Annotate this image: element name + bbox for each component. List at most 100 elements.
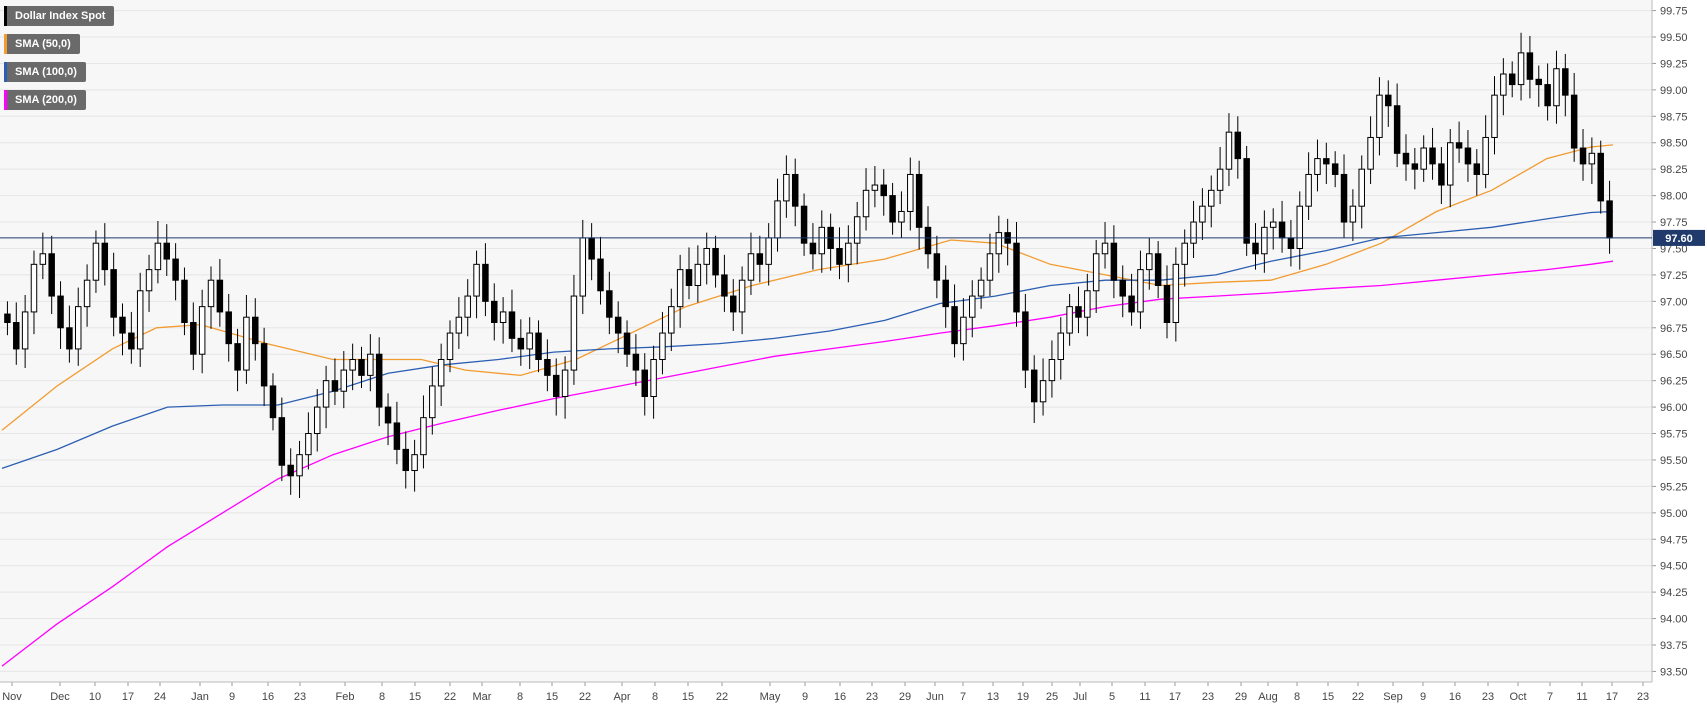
candle-body [774,200,781,239]
x-tick-label: 15 [546,691,558,703]
candle-body [1517,52,1525,86]
x-tick-label: 23 [294,691,306,703]
candle-body [1128,295,1135,313]
candle-body [1464,147,1472,165]
candle-body [668,306,675,334]
x-tick-label: 19 [1017,691,1029,703]
candle-body [482,263,489,302]
current-price-label: 97.60 [1665,233,1693,245]
legend-swatch-dollar-index [4,6,7,26]
candle-body [296,454,303,477]
candle-body [544,359,551,376]
candle-body [375,353,383,408]
y-tick-label: 93.50 [1660,666,1688,678]
legend-item-sma-50[interactable]: SMA (50,0) [4,34,80,54]
candle-body [1092,253,1100,292]
x-tick-label: 22 [716,691,728,703]
x-tick-label: 15 [1322,691,1334,703]
candle-body [791,173,799,207]
candle-body [1163,284,1171,323]
candle-body [1269,221,1277,228]
x-tick-label: 16 [262,691,274,703]
candle-body [836,247,843,265]
candle-body [1473,163,1481,175]
candle-body [1296,205,1304,249]
x-tick-label: 23 [1202,691,1214,703]
candle-body [800,205,808,244]
candle-body [623,332,631,355]
candle-body [614,316,622,334]
candle-body [464,295,471,318]
candle-body [172,258,179,281]
candle-body [340,369,348,392]
y-tick-label: 99.50 [1660,32,1688,44]
candle-body [358,359,365,376]
candle-body [473,263,480,297]
candle-body [331,380,339,392]
candle-body [1216,168,1224,191]
candle-body [305,433,312,456]
x-tick-label: 23 [866,691,878,703]
candle-body [517,337,525,350]
candle-body [1579,147,1587,165]
candle-body [437,359,445,387]
candle-body [429,385,436,419]
candle-body [862,189,870,218]
candle-body [252,316,259,345]
candle-body [198,306,206,355]
candle-body [889,195,896,223]
candle-body [1225,131,1233,170]
candle-body [1305,173,1312,207]
candle-body [136,290,144,350]
x-tick-label: 22 [1352,691,1364,703]
candle-body [1181,242,1188,265]
candle-body [756,253,764,265]
candle-body [1411,163,1419,170]
candle-body [1048,359,1056,382]
candle-body [287,464,294,477]
candle-body [1146,253,1153,271]
candle-body [234,343,241,371]
y-tick-label: 95.75 [1660,429,1688,441]
x-tick-label: 15 [682,691,694,703]
candle-body [712,247,719,276]
candle-body [154,242,162,271]
x-tick-label: 23 [1637,691,1649,703]
candle-body [845,242,852,265]
candle-body [322,380,330,408]
candle-body [269,385,277,419]
candle-body [747,253,755,281]
candle-body [907,173,914,212]
legend-item-dollar-index[interactable]: Dollar Index Spot [4,6,115,26]
x-tick-label: 22 [444,691,456,703]
x-tick-label: 10 [89,691,101,703]
candle-body [57,295,64,329]
candle-body [278,417,286,466]
legend-item-sma-100[interactable]: SMA (100,0) [4,62,86,82]
candle-body [1057,332,1065,361]
candle-body [641,369,648,398]
candle-body [1385,94,1392,107]
y-tick-label: 99.75 [1660,6,1688,18]
candle-body [384,406,392,424]
y-tick-label: 98.25 [1660,164,1688,176]
candle-body [579,237,587,297]
candle-body [1597,152,1604,202]
candle-body [402,448,409,472]
x-tick-label: Oct [1509,691,1526,703]
candle-body [1562,68,1569,96]
candle-body [1039,380,1047,403]
candle-body [933,253,941,281]
x-tick-label: 8 [1294,691,1300,703]
candle-body [1447,142,1454,186]
candle-body [1137,269,1144,313]
legend-item-sma-200[interactable]: SMA (200,0) [4,90,86,110]
legend-label-sma-100: SMA (100,0) [15,66,77,78]
candle-body [1482,136,1489,175]
candle-body [367,353,374,376]
candle-body [1084,290,1091,318]
candle-body [110,269,117,318]
candle-body [898,210,905,223]
x-tick-label: May [760,691,781,703]
candle-body [1376,94,1383,138]
